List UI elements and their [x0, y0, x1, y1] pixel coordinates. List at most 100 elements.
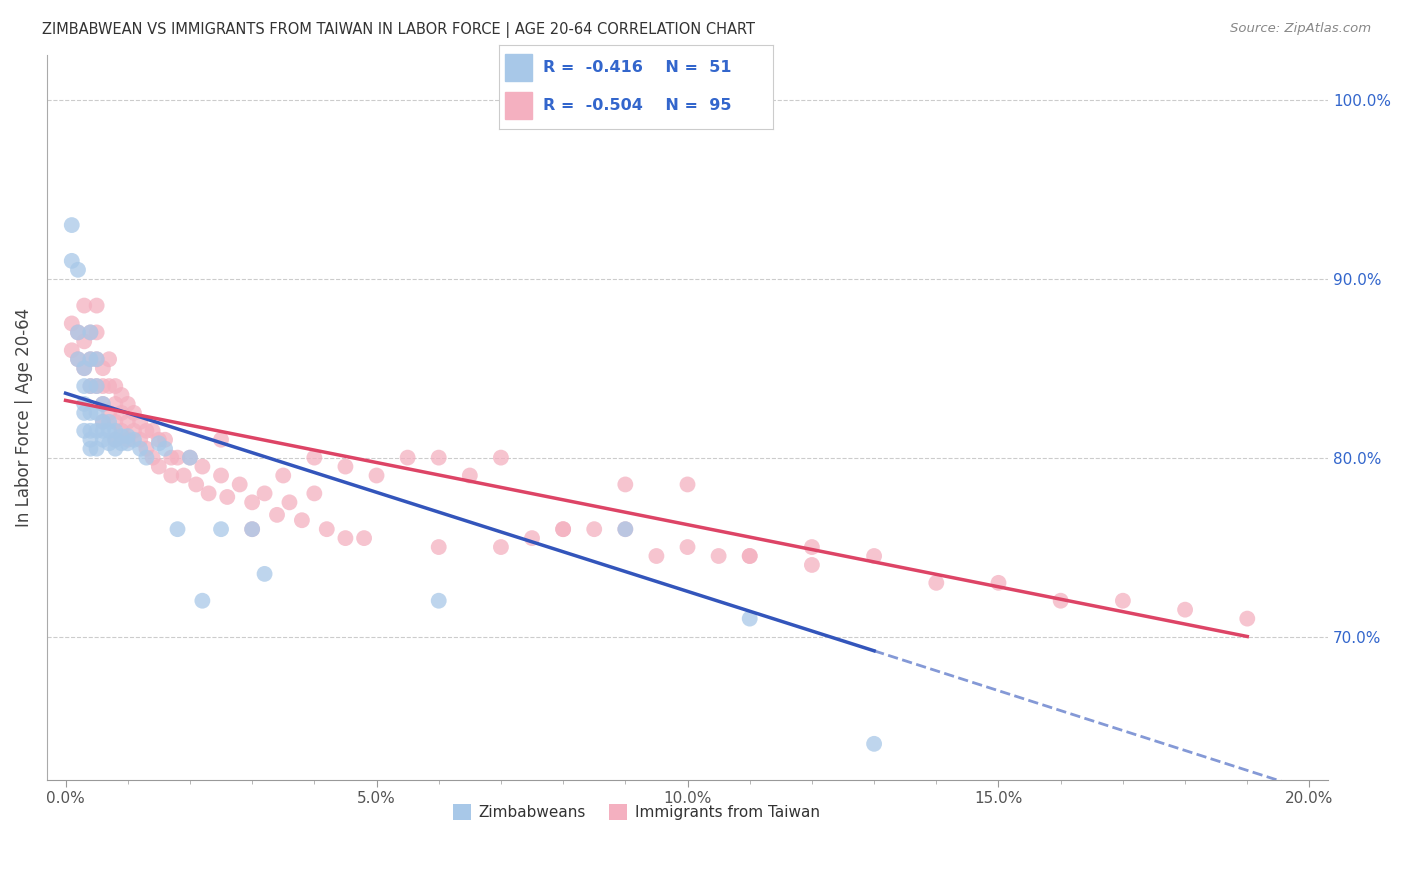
- Point: [240, 522, 263, 536]
- Point: [66, 352, 89, 367]
- Point: [489, 540, 512, 554]
- Point: [191, 459, 214, 474]
- Point: [142, 450, 165, 465]
- Point: [707, 549, 730, 563]
- Point: [738, 549, 761, 563]
- Point: [79, 326, 101, 340]
- Point: [73, 424, 96, 438]
- Point: [1174, 602, 1197, 616]
- Point: [240, 495, 263, 509]
- Point: [66, 326, 89, 340]
- Point: [86, 379, 108, 393]
- Point: [104, 415, 127, 429]
- Point: [98, 436, 121, 450]
- Point: [135, 424, 157, 438]
- Point: [863, 549, 886, 563]
- Point: [304, 486, 326, 500]
- Point: [166, 450, 188, 465]
- Point: [104, 433, 127, 447]
- Point: [520, 531, 543, 545]
- Point: [489, 450, 512, 465]
- Point: [117, 433, 139, 447]
- Point: [60, 343, 83, 358]
- Point: [553, 522, 575, 536]
- Point: [614, 522, 637, 536]
- Point: [86, 406, 108, 420]
- Point: [73, 397, 96, 411]
- Point: [166, 522, 188, 536]
- Point: [98, 379, 121, 393]
- Point: [142, 424, 165, 438]
- Point: [738, 612, 761, 626]
- Point: [73, 361, 96, 376]
- Point: [66, 262, 89, 277]
- Point: [129, 442, 152, 456]
- Point: [614, 477, 637, 491]
- Point: [122, 406, 145, 420]
- Point: [60, 218, 83, 232]
- Point: [129, 433, 152, 447]
- Point: [79, 352, 101, 367]
- Point: [800, 540, 823, 554]
- Point: [645, 549, 668, 563]
- Point: [583, 522, 606, 536]
- Point: [104, 424, 127, 438]
- Point: [86, 424, 108, 438]
- Point: [173, 468, 195, 483]
- Text: ZIMBABWEAN VS IMMIGRANTS FROM TAIWAN IN LABOR FORCE | AGE 20-64 CORRELATION CHAR: ZIMBABWEAN VS IMMIGRANTS FROM TAIWAN IN …: [42, 22, 755, 38]
- Bar: [505, 92, 531, 120]
- Point: [266, 508, 288, 522]
- Point: [79, 406, 101, 420]
- Point: [179, 450, 201, 465]
- Point: [553, 522, 575, 536]
- Point: [427, 540, 450, 554]
- Point: [209, 433, 232, 447]
- Point: [60, 253, 83, 268]
- Point: [86, 326, 108, 340]
- Point: [86, 379, 108, 393]
- Point: [335, 531, 357, 545]
- Point: [253, 566, 276, 581]
- Point: [91, 397, 114, 411]
- Point: [160, 450, 183, 465]
- Point: [79, 379, 101, 393]
- Point: [91, 379, 114, 393]
- Point: [135, 442, 157, 456]
- Point: [117, 415, 139, 429]
- Point: [86, 299, 108, 313]
- Point: [191, 593, 214, 607]
- Point: [98, 352, 121, 367]
- Point: [291, 513, 314, 527]
- Text: R =  -0.504    N =  95: R = -0.504 N = 95: [543, 98, 731, 113]
- Point: [366, 468, 388, 483]
- Point: [60, 317, 83, 331]
- Point: [91, 433, 114, 447]
- Point: [1112, 593, 1135, 607]
- Point: [160, 468, 183, 483]
- Point: [91, 424, 114, 438]
- Point: [110, 424, 132, 438]
- Point: [209, 522, 232, 536]
- Point: [73, 379, 96, 393]
- Point: [186, 477, 208, 491]
- Point: [110, 429, 132, 443]
- Point: [217, 490, 239, 504]
- Point: [253, 486, 276, 500]
- Point: [73, 334, 96, 349]
- Point: [66, 326, 89, 340]
- Point: [271, 468, 294, 483]
- Text: R =  -0.416    N =  51: R = -0.416 N = 51: [543, 60, 731, 75]
- Point: [304, 450, 326, 465]
- Point: [91, 415, 114, 429]
- Point: [79, 379, 101, 393]
- Point: [110, 406, 132, 420]
- Point: [240, 522, 263, 536]
- Point: [98, 406, 121, 420]
- Point: [104, 379, 127, 393]
- Point: [278, 495, 301, 509]
- Point: [353, 531, 375, 545]
- Point: [117, 429, 139, 443]
- Point: [427, 593, 450, 607]
- Point: [122, 433, 145, 447]
- Point: [676, 540, 699, 554]
